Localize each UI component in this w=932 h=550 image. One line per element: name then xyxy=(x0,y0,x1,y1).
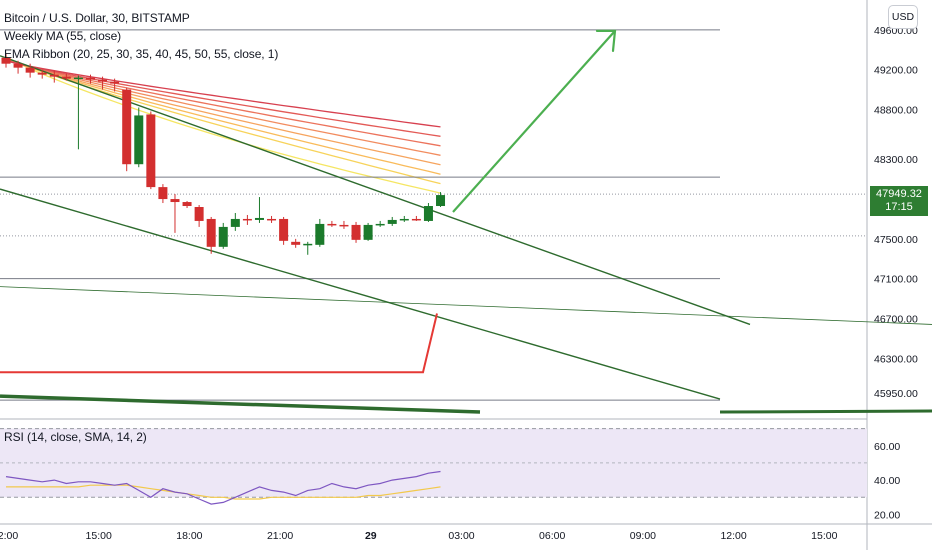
time-tick-label: 03:00 xyxy=(448,530,474,542)
trend-drawings xyxy=(0,29,932,414)
candle-body xyxy=(411,218,421,221)
candle-body xyxy=(182,202,192,207)
symbol-legend[interactable]: Bitcoin / U.S. Dollar, 30, BITSTAMP xyxy=(4,11,190,25)
candle-body xyxy=(194,207,204,221)
candle-body xyxy=(134,115,144,165)
time-tick-label: 21:00 xyxy=(267,530,293,542)
candle-body xyxy=(218,226,228,247)
ema-ribbon-legend[interactable]: EMA Ribbon (20, 25, 30, 35, 40, 45, 50, … xyxy=(4,47,279,61)
time-tick-label: 18:00 xyxy=(176,530,202,542)
candle-body xyxy=(110,81,120,84)
rsi-ma-line xyxy=(6,484,441,500)
rsi-tick-label: 40.00 xyxy=(874,475,900,487)
price-tick-label: 46700.00 xyxy=(874,313,918,325)
time-tick-label: 29 xyxy=(365,530,377,542)
red-projection-line xyxy=(0,313,438,374)
rsi-tick-label: 20.00 xyxy=(874,509,900,521)
time-tick-label: 12:00 xyxy=(720,530,746,542)
candle-body xyxy=(254,217,264,220)
candle-body xyxy=(399,218,409,221)
candle-body xyxy=(98,79,108,82)
candle-body xyxy=(61,76,71,79)
candle-body xyxy=(25,67,35,73)
bar-countdown: 17:15 xyxy=(885,201,913,213)
candle-body xyxy=(387,219,397,224)
time-tick-label: 2:00 xyxy=(0,530,18,542)
candle-body xyxy=(49,74,59,77)
price-tick-label: 47500.00 xyxy=(874,234,918,246)
candle-body xyxy=(146,114,156,188)
price-tick-label: 48800.00 xyxy=(874,104,918,116)
price-tick-label: 46300.00 xyxy=(874,353,918,365)
rsi-tick-label: 60.00 xyxy=(874,441,900,453)
candle-body xyxy=(375,223,385,226)
rsi-line xyxy=(5,470,441,505)
candle-body xyxy=(267,218,277,221)
currency-button[interactable]: USD xyxy=(888,5,918,29)
candle-body xyxy=(37,72,47,75)
rsi-pane xyxy=(0,428,867,505)
candle-body xyxy=(351,224,361,240)
trend-line-2 xyxy=(0,286,932,325)
candle-body xyxy=(315,223,325,245)
candle-body xyxy=(339,224,349,227)
candle-body xyxy=(73,77,83,80)
candle-body xyxy=(291,241,301,245)
time-tick-label: 09:00 xyxy=(630,530,656,542)
trend-line-1 xyxy=(0,188,721,400)
trend-line-3 xyxy=(0,394,481,414)
last-price-value: 47949.32 xyxy=(876,188,922,200)
projection-arrow-head xyxy=(595,29,617,52)
price-tick-label: 45950.00 xyxy=(874,388,918,400)
candle-body xyxy=(242,218,252,221)
time-tick-label: 06:00 xyxy=(539,530,565,542)
price-tick-label: 48300.00 xyxy=(874,154,918,166)
candle-body xyxy=(230,218,240,227)
candle-body xyxy=(436,195,446,207)
projection-arrow-line xyxy=(452,30,616,213)
price-tick-label: 47100.00 xyxy=(874,274,918,286)
candle-body xyxy=(170,199,180,203)
candle-body xyxy=(327,223,337,226)
time-tick-label: 15:00 xyxy=(86,530,112,542)
candle-body xyxy=(279,218,289,241)
candle-body xyxy=(122,89,132,165)
candle-body xyxy=(423,206,433,221)
candles xyxy=(1,53,446,255)
candle-body xyxy=(363,224,373,240)
candle-body xyxy=(303,243,313,246)
candle-body xyxy=(158,187,168,200)
price-tick-label: 49200.00 xyxy=(874,65,918,77)
time-tick-label: 15:00 xyxy=(811,530,837,542)
candle-body xyxy=(85,77,95,80)
ema-line-7 xyxy=(5,60,441,128)
candle-body xyxy=(13,63,23,68)
trend-line-4 xyxy=(719,409,932,414)
candle-body xyxy=(1,57,11,64)
candle-body xyxy=(206,218,216,247)
weekly-ma-legend[interactable]: Weekly MA (55, close) xyxy=(4,29,122,43)
last-price-label: 47949.32 17:15 xyxy=(870,186,928,216)
rsi-legend[interactable]: RSI (14, close, SMA, 14, 2) xyxy=(4,430,147,444)
